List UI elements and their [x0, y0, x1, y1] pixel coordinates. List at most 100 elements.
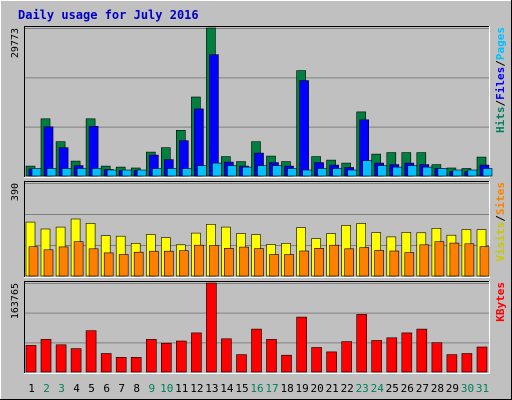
bar-kbytes-day-26 [401, 332, 413, 373]
legend-entry-1: / [494, 100, 507, 107]
day-label-22: 22 [341, 382, 354, 395]
bar-pages-day-11 [182, 168, 192, 177]
bar-kbytes-day-23 [356, 314, 368, 373]
bar-kbytes-day-2 [40, 339, 52, 373]
bar-sites-day-29 [449, 242, 460, 277]
bar-pages-day-7 [121, 169, 132, 177]
bar-sites-day-22 [344, 248, 355, 277]
bar-pages-day-2 [46, 168, 57, 177]
bar-kbytes-day-8 [130, 356, 142, 373]
bar-kbytes-day-1 [25, 345, 37, 373]
panel-visits_sites: 390 Visits/Sites [10, 181, 507, 278]
day-label-25: 25 [386, 382, 399, 395]
bar-sites-day-1 [28, 246, 39, 277]
bar-sites-day-13 [209, 245, 219, 277]
bar-pages-day-25 [392, 166, 403, 177]
day-label-6: 6 [103, 382, 110, 395]
bar-kbytes-day-3 [55, 344, 67, 373]
day-label-10: 10 [160, 382, 173, 395]
bar-sites-day-14 [224, 248, 234, 277]
day-label-31: 31 [476, 382, 489, 395]
bar-kbytes-day-4 [70, 348, 82, 373]
bar-kbytes-day-19 [296, 316, 307, 373]
bar-sites-day-30 [464, 243, 475, 277]
bar-kbytes-day-7 [115, 356, 127, 373]
bar-pages-day-4 [76, 168, 87, 177]
day-label-12: 12 [190, 382, 203, 395]
bar-kbytes-day-28 [431, 342, 443, 373]
bar-pages-day-26 [407, 165, 418, 177]
day-label-2: 2 [43, 382, 50, 395]
bar-sites-day-31 [479, 246, 490, 277]
bar-pages-day-16 [257, 165, 267, 177]
bar-sites-day-12 [194, 244, 204, 277]
legend-entry-0: Visits [494, 222, 507, 262]
legend-entry-0: KBytes [494, 282, 507, 322]
bar-sites-day-16 [254, 248, 264, 277]
bar-sites-day-15 [239, 246, 249, 277]
day-label-20: 20 [310, 382, 323, 395]
bar-pages-day-29 [452, 169, 463, 177]
legend-entry-0: Hits [494, 107, 507, 134]
bar-sites-day-20 [314, 248, 324, 277]
bar-kbytes-day-27 [416, 328, 428, 373]
day-label-26: 26 [401, 382, 414, 395]
bar-kbytes-day-22 [341, 341, 353, 373]
day-label-29: 29 [446, 382, 459, 395]
bar-kbytes-day-29 [446, 354, 458, 373]
bar-sites-day-8 [133, 251, 144, 277]
day-axis-labels: 1 2 3 4 5 6 7 8 9 10 11 12 13 14 15 16 17 18 19 20 21 22 23 24 2… [28, 382, 489, 395]
bar-pages-day-17 [272, 165, 282, 177]
bar-pages-day-20 [317, 168, 327, 177]
bar-kbytes-day-12 [191, 332, 202, 373]
legend-entry-4: Pages [494, 27, 507, 60]
day-label-17: 17 [265, 382, 278, 395]
bar-pages-day-22 [347, 169, 358, 177]
bar-pages-day-10 [167, 168, 177, 177]
day-label-11: 11 [175, 382, 188, 395]
bar-pages-day-24 [377, 165, 388, 177]
bar-kbytes-day-11 [176, 340, 187, 373]
day-label-5: 5 [88, 382, 95, 395]
bar-kbytes-day-20 [311, 347, 322, 373]
day-label-1: 1 [28, 382, 35, 395]
bar-kbytes-day-31 [476, 346, 488, 373]
day-label-18: 18 [280, 382, 293, 395]
day-label-27: 27 [416, 382, 429, 395]
day-label-9: 9 [148, 382, 155, 395]
bar-sites-day-3 [58, 246, 69, 277]
bar-sites-day-26 [404, 252, 415, 277]
bar-pages-day-14 [227, 165, 237, 177]
panel-visits_sites-legend: Visits/Sites [494, 182, 507, 262]
bar-files-day-13 [209, 54, 219, 177]
day-label-28: 28 [431, 382, 444, 395]
bar-pages-day-15 [242, 166, 252, 177]
day-label-3: 3 [58, 382, 65, 395]
legend-entry-2: Sites [494, 182, 507, 215]
bar-pages-day-9 [152, 168, 162, 177]
day-label-19: 19 [295, 382, 308, 395]
bar-kbytes-day-13 [206, 282, 217, 373]
day-label-4: 4 [73, 382, 80, 395]
panel-hits_files_pages-legend: Hits/Files/Pages [494, 27, 507, 133]
day-label-15: 15 [235, 382, 248, 395]
bar-sites-day-10 [164, 250, 174, 277]
bar-sites-day-19 [299, 250, 309, 277]
day-label-24: 24 [371, 382, 385, 395]
bar-kbytes-day-18 [281, 354, 292, 373]
bar-sites-day-11 [179, 250, 189, 277]
panel-kbytes: 163765 KBytes [10, 281, 507, 374]
legend-entry-2: Files [494, 67, 507, 100]
bar-pages-day-27 [422, 166, 433, 177]
bar-kbytes-day-5 [85, 330, 97, 373]
bar-pages-day-6 [106, 169, 117, 177]
bar-kbytes-day-21 [326, 351, 337, 373]
bar-pages-day-28 [437, 168, 448, 177]
bar-pages-day-1 [31, 168, 42, 177]
bar-kbytes-day-30 [461, 353, 473, 373]
bar-kbytes-day-6 [100, 353, 112, 373]
bar-kbytes-day-9 [146, 339, 157, 373]
legend-entry-3: / [494, 60, 507, 67]
bar-sites-day-18 [284, 254, 294, 277]
